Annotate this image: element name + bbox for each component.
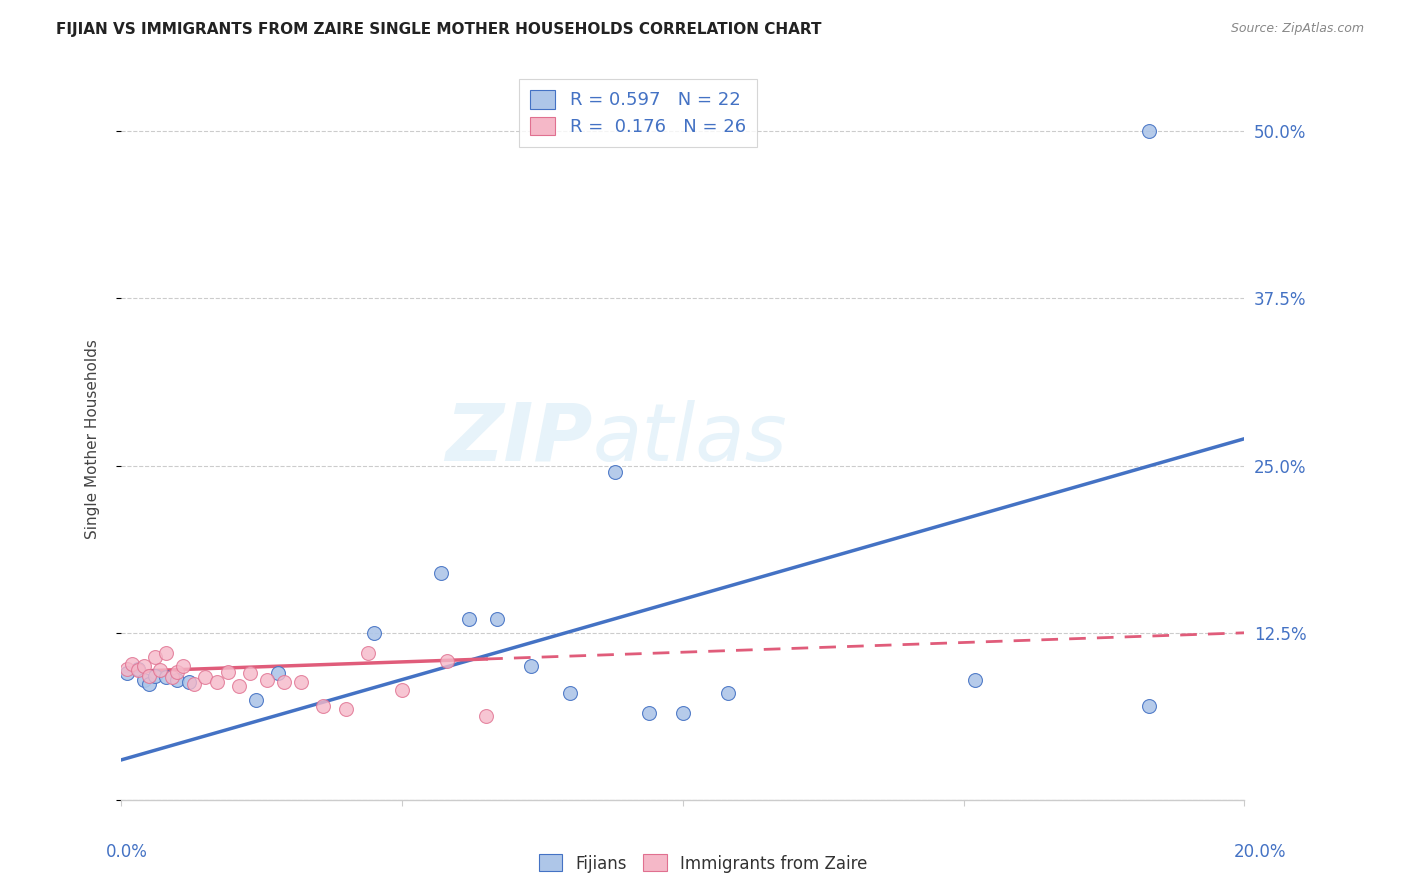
- Point: [391, 683, 413, 698]
- Point: [520, 659, 543, 673]
- Point: [717, 686, 740, 700]
- Point: [143, 668, 166, 682]
- Point: [475, 708, 498, 723]
- Point: [335, 702, 357, 716]
- Y-axis label: Single Mother Households: Single Mother Households: [86, 339, 100, 539]
- Point: [205, 675, 228, 690]
- Point: [605, 465, 627, 479]
- Point: [256, 673, 278, 687]
- Point: [1137, 124, 1160, 138]
- Point: [172, 659, 194, 673]
- Point: [149, 663, 172, 677]
- Point: [672, 706, 695, 720]
- Point: [436, 654, 458, 668]
- Point: [217, 665, 239, 679]
- Point: [143, 649, 166, 664]
- Point: [267, 665, 290, 680]
- Text: FIJIAN VS IMMIGRANTS FROM ZAIRE SINGLE MOTHER HOUSEHOLDS CORRELATION CHART: FIJIAN VS IMMIGRANTS FROM ZAIRE SINGLE M…: [56, 22, 821, 37]
- Point: [357, 646, 380, 660]
- Point: [290, 675, 312, 690]
- Point: [115, 665, 138, 680]
- Point: [486, 612, 509, 626]
- Point: [273, 675, 295, 690]
- Point: [228, 679, 250, 693]
- Point: [127, 662, 149, 676]
- Point: [458, 612, 481, 626]
- Text: 0.0%: 0.0%: [105, 843, 148, 861]
- Point: [312, 699, 335, 714]
- Point: [963, 673, 986, 687]
- Point: [363, 625, 385, 640]
- Point: [183, 676, 205, 690]
- Point: [245, 692, 267, 706]
- Point: [127, 663, 149, 677]
- Point: [166, 665, 188, 679]
- Point: [560, 686, 582, 700]
- Point: [138, 676, 160, 690]
- Point: [121, 657, 143, 671]
- Point: [638, 706, 661, 720]
- Point: [430, 566, 453, 580]
- Point: [138, 668, 160, 682]
- Legend: Fijians, Immigrants from Zaire: Fijians, Immigrants from Zaire: [531, 847, 875, 880]
- Text: 20.0%: 20.0%: [1234, 843, 1286, 861]
- Point: [177, 675, 200, 690]
- Text: Source: ZipAtlas.com: Source: ZipAtlas.com: [1230, 22, 1364, 36]
- Point: [132, 659, 155, 673]
- Text: ZIP: ZIP: [446, 400, 593, 478]
- Point: [166, 673, 188, 687]
- Point: [160, 670, 183, 684]
- Point: [1137, 699, 1160, 714]
- Point: [132, 673, 155, 687]
- Point: [115, 662, 138, 676]
- Point: [155, 670, 177, 684]
- Text: atlas: atlas: [593, 400, 787, 478]
- Point: [155, 646, 177, 660]
- Point: [239, 665, 262, 680]
- Legend: R = 0.597   N = 22, R =  0.176   N = 26: R = 0.597 N = 22, R = 0.176 N = 26: [519, 79, 756, 147]
- Point: [194, 670, 217, 684]
